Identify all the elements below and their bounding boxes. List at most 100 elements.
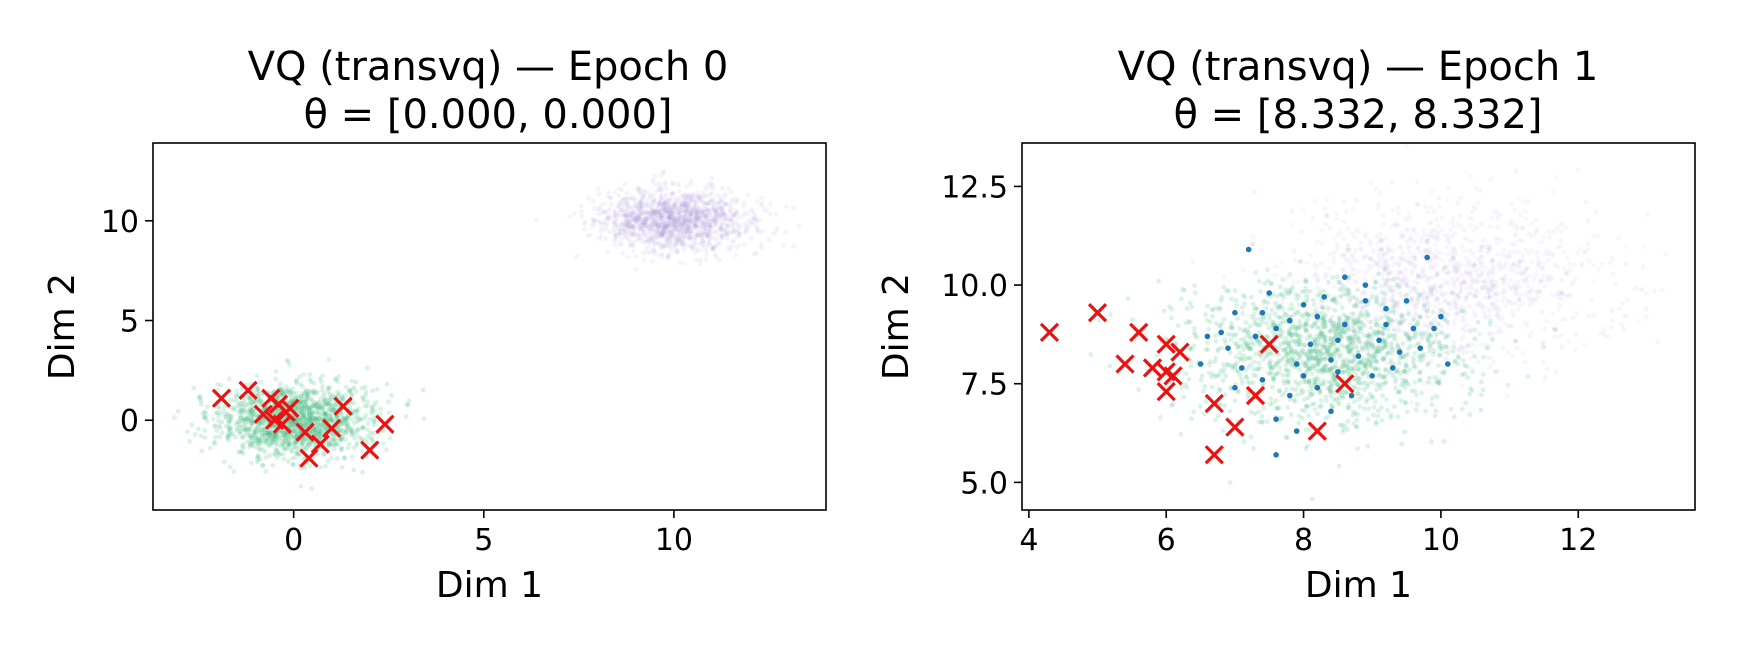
data-point [1375, 241, 1380, 246]
data-point [1335, 211, 1340, 216]
data-point [256, 453, 261, 458]
data-point [1459, 263, 1464, 268]
data-point [1495, 216, 1500, 221]
data-point [704, 200, 709, 205]
data-point [384, 447, 389, 452]
data-point [714, 230, 719, 235]
data-point [1462, 363, 1467, 368]
data-point [1561, 250, 1566, 255]
data-point [1451, 322, 1456, 327]
data-point [582, 227, 587, 232]
data-point [302, 399, 307, 404]
data-point [791, 205, 796, 210]
data-point [625, 195, 630, 200]
data-point [1503, 254, 1508, 259]
data-point [1322, 206, 1327, 211]
data-point [1298, 381, 1303, 386]
data-point [350, 455, 355, 460]
data-point [1459, 286, 1464, 291]
data-point [586, 234, 591, 239]
data-point [1355, 259, 1360, 264]
data-point [1404, 282, 1409, 287]
data-point [1390, 207, 1395, 212]
data-point [659, 234, 664, 239]
data-point [381, 441, 386, 446]
data-point [1368, 326, 1373, 331]
data-point [1566, 255, 1571, 260]
data-point [284, 358, 289, 363]
data-point [226, 438, 231, 443]
data-point [1535, 250, 1540, 255]
data-point [1468, 248, 1473, 253]
data-point [1313, 199, 1318, 204]
data-point [597, 191, 602, 196]
data-point [1459, 309, 1464, 314]
data-point [1430, 190, 1435, 195]
data-point [1410, 268, 1415, 273]
data-point [621, 207, 626, 212]
data-point [630, 225, 635, 230]
data-point [1407, 246, 1412, 251]
data-point [1397, 263, 1402, 268]
data-point [656, 242, 661, 247]
data-point [1378, 316, 1383, 321]
data-point [1465, 237, 1470, 242]
data-point [1433, 413, 1438, 418]
data-point [317, 404, 322, 409]
data-point [1309, 254, 1314, 259]
data-point [1449, 292, 1454, 297]
data-point [797, 224, 802, 229]
data-point [1496, 224, 1501, 229]
data-point [1587, 313, 1592, 318]
data-point [704, 257, 709, 262]
data-point [1310, 497, 1315, 502]
data-point [1299, 229, 1304, 234]
data-point [1522, 278, 1527, 283]
data-point [1400, 341, 1405, 346]
data-point [710, 176, 715, 181]
data-point [235, 420, 240, 425]
data-point [1606, 335, 1611, 340]
data-point [1376, 254, 1381, 259]
data-point [1541, 234, 1546, 239]
data-point [1421, 228, 1426, 233]
data-point [1533, 232, 1538, 237]
data-point [768, 202, 773, 207]
data-point [1429, 288, 1434, 293]
data-point [1589, 298, 1594, 303]
data-point [613, 212, 618, 217]
data-point [187, 439, 192, 444]
data-point [1514, 271, 1519, 276]
data-point [1404, 267, 1409, 272]
data-point [1411, 317, 1416, 322]
data-point [1561, 222, 1566, 227]
data-point [1378, 191, 1383, 196]
data-point [1497, 260, 1502, 265]
data-point [1370, 295, 1375, 300]
data-point [1242, 301, 1247, 306]
data-point [308, 372, 313, 377]
data-point [264, 431, 269, 436]
data-point [1491, 360, 1496, 365]
data-point [699, 198, 704, 203]
data-point [1449, 251, 1454, 256]
data-point [1489, 216, 1494, 221]
data-point [212, 424, 217, 429]
data-point [1285, 405, 1290, 410]
panel-subtitle: θ = [8.332, 8.332] [1173, 92, 1542, 138]
data-point [1560, 317, 1565, 322]
data-point [1366, 382, 1371, 387]
data-point [1475, 360, 1480, 365]
data-point [1435, 273, 1440, 278]
data-point [1516, 308, 1521, 313]
data-point [1507, 298, 1512, 303]
data-point [1575, 251, 1580, 256]
data-point [733, 253, 738, 258]
data-point [1422, 273, 1427, 278]
data-point [1641, 264, 1646, 269]
data-point [713, 201, 718, 206]
data-point [653, 174, 658, 179]
data-point [1471, 205, 1476, 210]
data-point [737, 232, 742, 237]
data-point [622, 182, 627, 187]
